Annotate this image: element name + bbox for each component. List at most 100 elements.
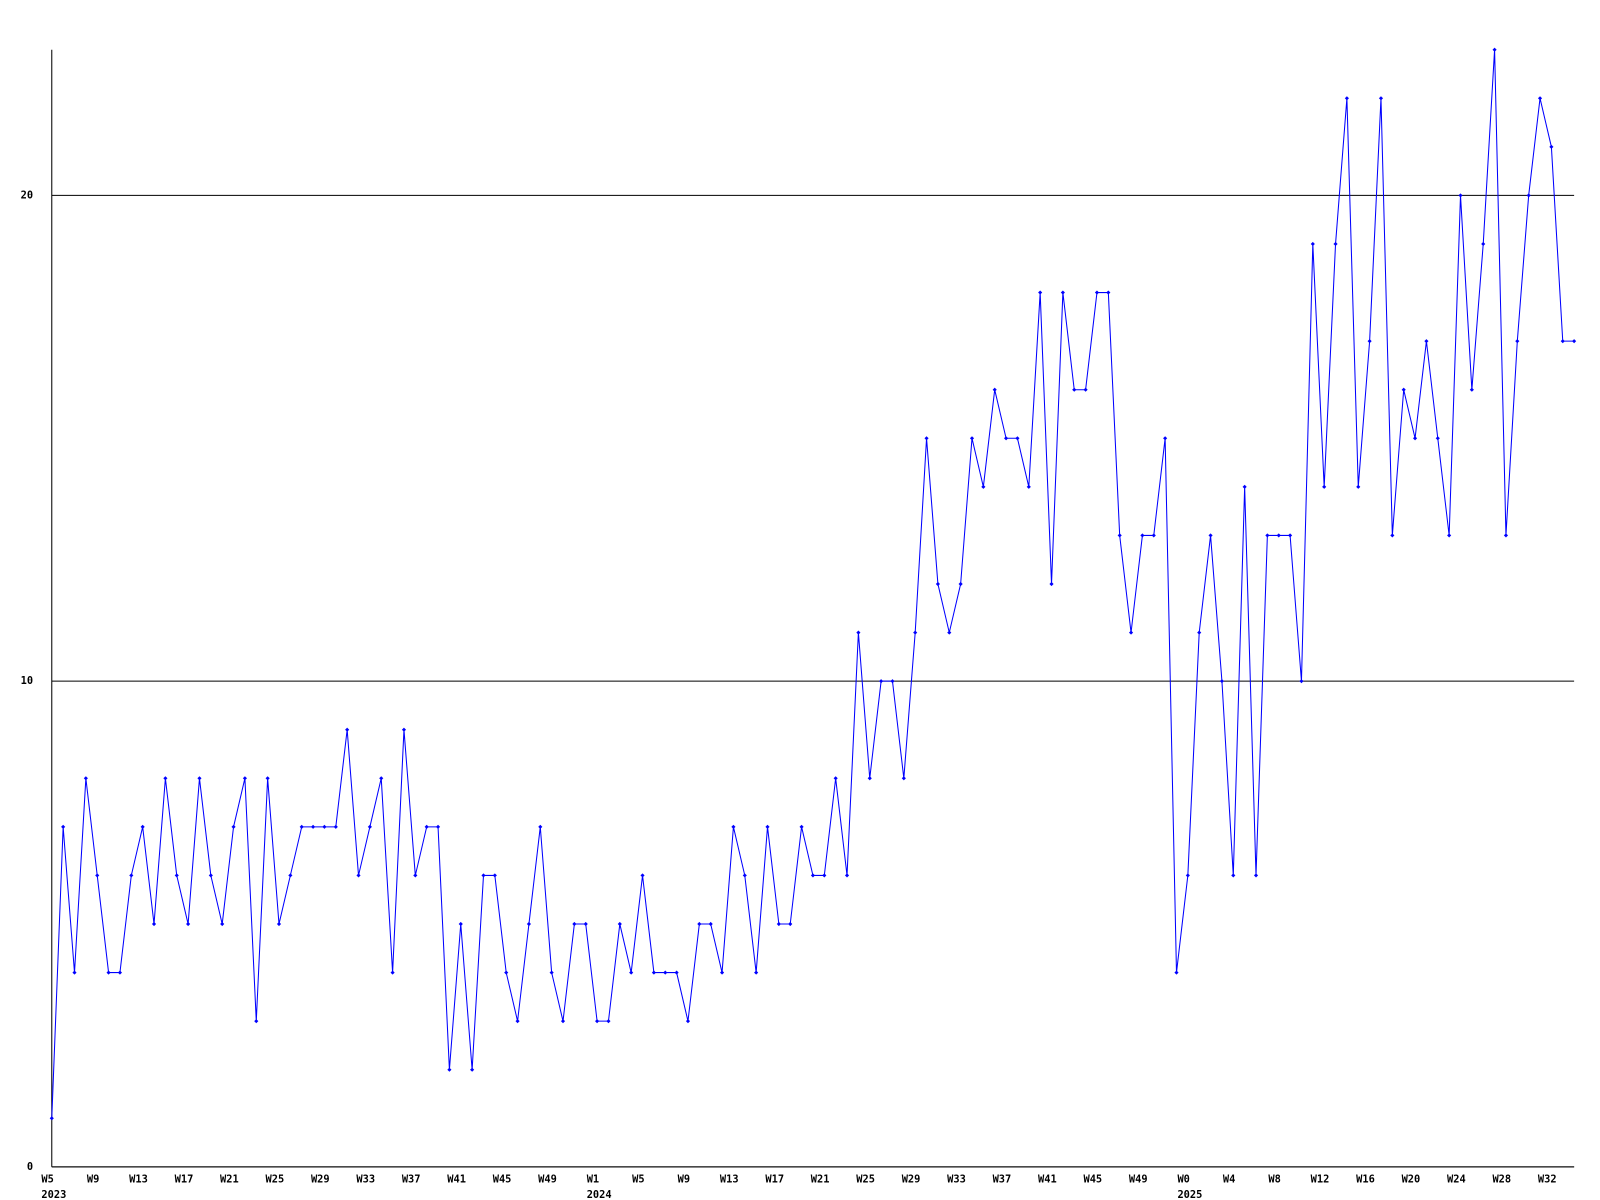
data-point [1072, 387, 1077, 392]
data-point [651, 970, 656, 975]
data-point [1117, 533, 1122, 538]
data-point [1276, 533, 1281, 538]
data-point [1378, 96, 1384, 101]
data-point [470, 1067, 475, 1072]
data-point [356, 873, 361, 878]
data-point [1492, 47, 1497, 52]
data-point [492, 873, 497, 878]
data-point [1356, 484, 1361, 489]
data-point [1128, 630, 1134, 635]
data-point [447, 1067, 452, 1072]
y-tick-label: 10 [21, 675, 33, 687]
data-point [606, 1019, 611, 1024]
data-point [129, 873, 134, 878]
data-point [208, 873, 213, 878]
data-point [1004, 436, 1009, 441]
data-point [560, 1019, 566, 1024]
x-tick-label: W29 [902, 1173, 921, 1185]
data-point [583, 921, 588, 927]
x-tick-label: W0 [1177, 1173, 1189, 1185]
x-tick-label: W49 [538, 1173, 557, 1185]
x-tick-label: W25 [266, 1173, 285, 1185]
data-point [1390, 533, 1395, 538]
data-point [1458, 193, 1463, 198]
data-point [1344, 96, 1349, 101]
data-point [413, 873, 418, 878]
data-point [49, 1116, 54, 1121]
data-point [231, 824, 236, 829]
data-point [1242, 484, 1247, 489]
x-tick-label: W5 [41, 1173, 53, 1185]
x-tick-label: W12 [1311, 1173, 1330, 1185]
x-tick-label: W20 [1402, 1173, 1421, 1185]
data-point [947, 630, 952, 635]
x-tick-label: W8 [1268, 1173, 1280, 1185]
data-point [856, 630, 861, 635]
data-point [276, 921, 282, 927]
data-point [288, 873, 293, 878]
data-point [640, 873, 645, 878]
data-point [311, 824, 316, 829]
data-point [140, 824, 145, 829]
data-point [674, 970, 679, 975]
data-point [1424, 339, 1429, 344]
data-point [1481, 241, 1486, 247]
data-point [333, 824, 338, 829]
data-point [1537, 96, 1543, 101]
data-point [867, 776, 872, 781]
x-tick-label: W5 [632, 1173, 644, 1185]
x-tick-label: W9 [678, 1173, 690, 1185]
x-tick-label: W13 [129, 1173, 148, 1185]
x-tick-label: W9 [87, 1173, 99, 1185]
x-tick-label: W17 [765, 1173, 784, 1185]
data-point [719, 970, 725, 975]
data-point [1515, 339, 1520, 344]
data-point [913, 630, 918, 635]
data-point [197, 776, 202, 781]
data-point [1049, 581, 1054, 587]
data-point [1197, 630, 1202, 635]
data-point [754, 970, 759, 975]
x-tick-label: W32 [1538, 1173, 1557, 1185]
data-point [765, 824, 770, 829]
data-point [322, 824, 327, 829]
data-point [822, 873, 827, 878]
data-point [1060, 290, 1065, 295]
x-year-label: 2025 [1177, 1189, 1202, 1200]
data-point [151, 921, 157, 927]
x-tick-label: W21 [811, 1173, 830, 1185]
data-point [95, 873, 100, 878]
data-point [617, 921, 622, 927]
data-point [379, 776, 384, 781]
data-point [242, 776, 247, 781]
data-point [186, 921, 191, 927]
x-tick-label: W25 [856, 1173, 875, 1185]
data-point [924, 436, 929, 441]
data-point [220, 921, 225, 927]
data-point [663, 970, 668, 975]
data-point [1503, 533, 1509, 538]
data-point [299, 824, 304, 829]
x-tick-label: W24 [1447, 1173, 1466, 1185]
data-point [685, 1019, 691, 1024]
x-tick-label: W17 [175, 1173, 194, 1185]
data-point [1140, 533, 1145, 538]
data-point [1469, 387, 1474, 392]
data-point [265, 776, 270, 781]
data-point [1367, 339, 1372, 344]
data-point [788, 921, 793, 927]
data-point [504, 970, 509, 975]
x-tick-label: W37 [402, 1173, 421, 1185]
data-point [1038, 290, 1043, 295]
data-point [629, 970, 634, 975]
data-point [481, 873, 486, 878]
data-point [1265, 533, 1270, 538]
x-tick-label: W33 [356, 1173, 375, 1185]
data-point [345, 727, 350, 732]
data-point [106, 970, 111, 975]
data-point [1299, 679, 1304, 684]
data-point [879, 679, 884, 684]
data-point [458, 921, 463, 927]
data-point [595, 1019, 600, 1024]
